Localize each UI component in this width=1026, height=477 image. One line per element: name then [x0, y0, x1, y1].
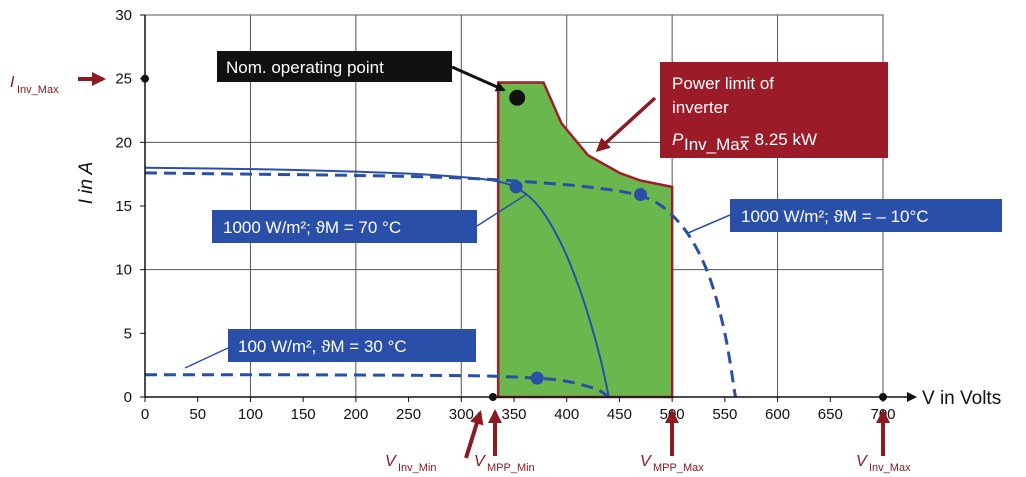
- svg-text:Inv_Max: Inv_Max: [869, 462, 911, 474]
- series-100-label: 100 W/m², ϑM = 30 °C: [238, 337, 407, 356]
- x-tick-label: 200: [343, 406, 368, 423]
- operating-window-area: [498, 82, 672, 397]
- y-axis-label: I in A: [76, 162, 97, 205]
- axis-point-0: [141, 75, 149, 83]
- svg-text:MPP_Max: MPP_Max: [653, 462, 704, 474]
- svg-text:Inv_Max: Inv_Max: [17, 84, 59, 96]
- power-limit-callout: Power limit of inverter P Inv_Max = 8.25…: [598, 62, 888, 158]
- y-tick-label: 20: [115, 134, 132, 151]
- x-tick-label: 150: [291, 406, 316, 423]
- power-limit-value: = 8.25 kW: [740, 130, 817, 149]
- v-inv-max-marker: V Inv_Max: [856, 412, 911, 474]
- i-inv-max-marker: I Inv_Max: [10, 74, 103, 96]
- mpp-point-1: [531, 372, 544, 385]
- series-70-label: 1000 W/m²; ϑM = 70 °C: [223, 218, 401, 237]
- mpp-point-2: [634, 188, 647, 201]
- x-tick-label: 600: [765, 406, 790, 423]
- series-minus10-label: 1000 W/m²; ϑM = – 10°C: [741, 207, 929, 226]
- series-100-callout: 100 W/m², ϑM = 30 °C: [185, 329, 476, 368]
- x-tick-label: 0: [141, 406, 149, 423]
- mpp-point-0: [510, 180, 523, 193]
- y-tick-label: 15: [115, 198, 132, 215]
- x-tick-label: 250: [396, 406, 421, 423]
- svg-text:Inv_Min: Inv_Min: [398, 462, 437, 474]
- x-tick-label: 400: [554, 406, 579, 423]
- x-tick-label: 650: [818, 406, 843, 423]
- svg-text:V: V: [385, 453, 397, 470]
- x-tick-label: 50: [189, 406, 206, 423]
- y-tick-label: 10: [115, 262, 132, 279]
- svg-text:V: V: [640, 453, 652, 470]
- series-minus10-callout: 1000 W/m²; ϑM = – 10°C: [688, 199, 1002, 233]
- operating-window: [498, 82, 672, 397]
- y-tick-label: 30: [115, 7, 132, 24]
- y-tick-label: 25: [115, 71, 132, 88]
- nominal-point-label: Nom. operating point: [226, 58, 384, 77]
- y-tick-label: 0: [124, 389, 132, 406]
- series-70-callout: 1000 W/m²; ϑM = 70 °C: [212, 194, 527, 243]
- power-limit-line1: Power limit of: [672, 74, 774, 93]
- x-axis-label: V in Volts: [922, 388, 1001, 409]
- svg-text:V: V: [856, 453, 868, 470]
- axis-point-2: [879, 393, 887, 401]
- x-tick-label: 350: [501, 406, 526, 423]
- svg-text:V: V: [474, 453, 486, 470]
- x-tick-label: 450: [607, 406, 632, 423]
- power-limit-symbol: P: [672, 130, 684, 149]
- x-tick-label: 550: [712, 406, 737, 423]
- y-tick-label: 5: [124, 325, 132, 342]
- svg-text:I: I: [10, 74, 15, 91]
- svg-text:MPP_Min: MPP_Min: [487, 462, 535, 474]
- x-tick-label: 100: [238, 406, 263, 423]
- x-tick-label: 300: [449, 406, 474, 423]
- v-mpp-max-marker: V MPP_Max: [640, 412, 704, 474]
- power-limit-line2: inverter: [672, 98, 729, 117]
- nominal-operating-point: [509, 90, 525, 106]
- axis-point-1: [489, 393, 497, 401]
